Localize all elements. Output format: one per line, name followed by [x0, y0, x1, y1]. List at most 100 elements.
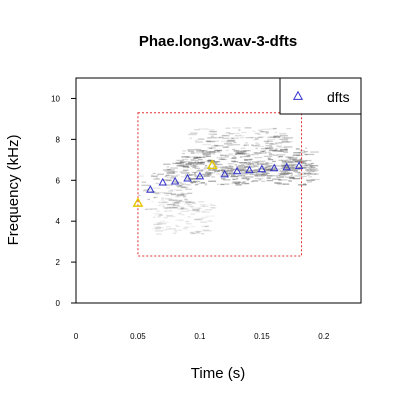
spectrogram-streak [303, 167, 310, 169]
spectrogram-streak [286, 159, 292, 161]
spectrogram-streak [281, 159, 288, 162]
spectrogram-streak [271, 175, 278, 177]
spectrogram-streak [141, 184, 151, 186]
spectrogram-streak [155, 177, 159, 179]
spectrogram-streak [288, 164, 295, 166]
spectrogram-streak [299, 167, 307, 169]
spectrogram-streak [209, 129, 215, 131]
spectrogram-streak [234, 134, 239, 137]
spectrogram-streak [310, 166, 316, 169]
spectrogram-streak [224, 155, 230, 157]
spectrogram-streak [196, 232, 205, 235]
spectrogram-streak [266, 172, 269, 174]
spectrogram-streak [268, 154, 274, 156]
spectrogram-streak [177, 208, 183, 210]
spectrogram-streak [201, 233, 204, 235]
spectrogram-streak [255, 147, 258, 150]
spectrogram-streak [200, 221, 207, 223]
spectrogram-streak [264, 142, 269, 144]
spectrogram-streak [216, 157, 222, 159]
spectrogram-streak [180, 207, 185, 210]
spectrogram-streak [165, 174, 173, 176]
data-point [158, 177, 167, 186]
spectrogram-streak [222, 134, 228, 136]
spectrogram-streak [243, 166, 252, 168]
spectrogram-streak [261, 174, 268, 176]
spectrogram-streak [255, 138, 259, 140]
spectrogram-streak [217, 169, 225, 171]
spectrogram-streak [174, 231, 177, 233]
spectrogram-streak [233, 155, 236, 157]
spectrogram-streak [212, 151, 222, 153]
spectrogram-streak [158, 201, 167, 204]
x-tick-label: 0.1 [194, 332, 206, 341]
spectrogram-streak [166, 215, 176, 218]
spectrogram-streak [264, 167, 268, 169]
spectrogram-streak [299, 150, 305, 152]
spectrogram-streak [152, 192, 159, 194]
spectrogram-streak [192, 166, 197, 168]
spectrogram-streak [275, 142, 282, 144]
spectrogram-streak [168, 169, 175, 171]
spectrogram-streak [168, 210, 173, 212]
spectrogram-streak [284, 169, 290, 172]
spectrogram-streak [265, 142, 274, 145]
spectrogram-streak [235, 184, 242, 186]
spectrogram-streak [165, 174, 170, 176]
spectrogram-streak [244, 159, 252, 161]
data-point [195, 171, 205, 180]
spectrogram-streak [234, 132, 240, 134]
spectrogram-streak [250, 136, 260, 139]
spectrogram-streak [255, 173, 259, 175]
spectrogram-streak [247, 161, 251, 163]
spectrogram-streak [247, 178, 251, 180]
spectrogram-streak [153, 225, 161, 228]
spectrogram-streak [181, 176, 188, 178]
spectrogram-streak [175, 219, 184, 221]
spectrogram-streak [151, 175, 158, 178]
spectrogram-streak [147, 198, 150, 201]
spectrogram-streak [187, 216, 191, 218]
spectrogram-streak [173, 204, 180, 206]
spectrogram-streak [258, 174, 267, 176]
spectrogram-streak [164, 208, 169, 210]
spectrogram-streak [242, 178, 250, 180]
spectrogram-streak [295, 167, 301, 169]
spectrogram-streak [153, 212, 162, 214]
spectrogram-streak [272, 160, 276, 163]
spectrogram-streak [303, 172, 312, 175]
spectrogram-streak [253, 171, 258, 173]
spectrogram-streak [177, 186, 186, 188]
spectrogram-streak [229, 172, 233, 174]
spectrogram-streak [242, 169, 251, 171]
spectrogram-streak [235, 135, 244, 137]
spectrogram-streak [194, 129, 200, 131]
spectrogram-streak [278, 155, 283, 158]
spectrogram-streak [293, 152, 301, 154]
spectrogram-streak [274, 182, 280, 184]
spectrogram-streak [280, 135, 288, 137]
spectrogram-streak [170, 177, 175, 179]
spectrogram-streak [158, 192, 166, 194]
spectrogram-streak [251, 153, 259, 156]
spectrogram-streak [220, 183, 225, 186]
spectrogram-streak [221, 168, 225, 171]
spectrogram-streak [225, 166, 234, 168]
spectrogram-streak [281, 141, 291, 143]
spectrogram-streak [178, 205, 181, 207]
spectrogram-streak [288, 157, 292, 159]
spectrogram-streak [263, 150, 266, 152]
spectrogram-streak [277, 136, 280, 138]
spectrogram-streak [310, 151, 319, 153]
spectrogram-streak [306, 169, 312, 171]
spectrogram-streak [158, 214, 164, 216]
spectrogram-streak [283, 164, 290, 166]
spectrogram-streak [245, 176, 254, 178]
spectrogram-streak [184, 201, 192, 203]
spectrogram-streak [209, 147, 213, 150]
spectrogram-streak [283, 146, 293, 148]
spectrogram-streak [231, 137, 234, 140]
spectrogram-region [181, 147, 320, 186]
spectrogram-streak [243, 150, 251, 152]
